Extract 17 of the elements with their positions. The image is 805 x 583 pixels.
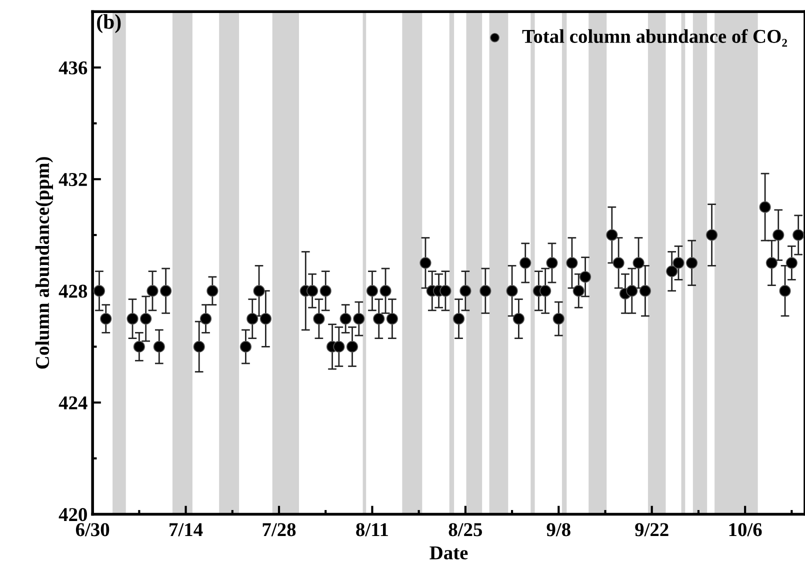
x-tick-label: 8/25 [448, 523, 482, 536]
x-tick-label: 7/28 [262, 523, 296, 536]
y-tick-label: 420 [58, 508, 87, 522]
annotation: (b) [97, 14, 121, 34]
y-tick-label: 436 [58, 61, 88, 74]
y-tick-label: 424 [58, 396, 88, 410]
x-tick-label: 10/6 [729, 523, 762, 536]
legend-label: Total column abundance of CO₂ [522, 29, 788, 47]
y-axis-title: Column abundance(ppm) [35, 157, 53, 369]
x-tick-label: 7/14 [170, 523, 203, 536]
x-tick-label: 9/22 [635, 523, 668, 536]
y-tick-label: 428 [58, 284, 88, 298]
x-tick-label: 9/8 [546, 523, 570, 536]
x-axis-title: Date [430, 546, 468, 560]
x-tick-label: 8/11 [356, 523, 388, 536]
x-tick-label: 6/30 [76, 523, 110, 536]
y-tick-label: 432 [58, 173, 87, 186]
